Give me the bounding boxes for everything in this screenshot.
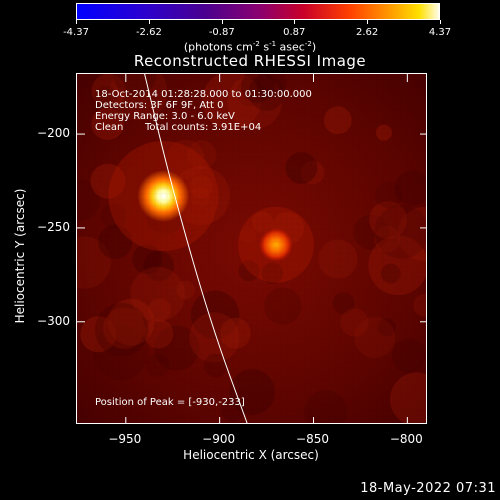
x-tick-label: −950 (108, 432, 142, 446)
axis-tick-marks (77, 74, 426, 423)
peak-position-text: Position of Peak = [-930,-233] (95, 397, 245, 408)
timestamp: 18-May-2022 07:31 (360, 481, 496, 496)
colorbar-tick-label: 4.37 (428, 27, 452, 38)
x-tick-label: −900 (202, 432, 236, 446)
y-tick-label: −250 (37, 219, 70, 234)
colorbar (76, 3, 440, 20)
y-axis-label: Heliocentric Y (arcsec) (13, 188, 27, 324)
solar-limb-line (144, 74, 248, 423)
colorbar-unit-label: (photons cm-2 s-1 asec-2) (183, 40, 317, 54)
colorbar-tick-label: -0.87 (208, 27, 235, 38)
time-range-text: 18-Oct-2014 01:28:28.000 to 01:30:00.000 (95, 89, 312, 100)
x-tick-label: −850 (296, 432, 329, 446)
colorbar-tick-label: 0.87 (283, 27, 306, 38)
y-tick-label: −200 (37, 126, 70, 141)
energy-range-text: Energy Range: 3.0 - 6.0 keV (95, 111, 235, 122)
colorbar-tick-label: -2.62 (135, 27, 162, 38)
colorbar-tick-label: 2.62 (355, 27, 379, 38)
plot-area: 18-Oct-2014 01:28:28.000 to 01:30:00.000… (76, 73, 427, 424)
colorbar-tick-mark (76, 20, 77, 24)
x-axis-label: Heliocentric X (arcsec) (183, 448, 319, 462)
x-tick-label: −800 (389, 432, 423, 446)
clean-text: Clean (95, 122, 124, 133)
y-tick-label: −300 (37, 313, 70, 328)
colorbar-tick-mark (440, 20, 441, 24)
colorbar-tick-label: -4.37 (63, 27, 89, 38)
colorbar-tick-mark (294, 20, 296, 24)
colorbar-tick-mark (221, 20, 223, 24)
colorbar-tick-mark (148, 20, 150, 24)
total-counts-text: Total counts: 3.91E+04 (145, 122, 262, 133)
detectors-text: Detectors: 3F 6F 9F, Att 0 (95, 100, 224, 111)
colorbar-tick-mark (367, 20, 369, 24)
chart-title: Reconstructed RHESSI Image (133, 52, 367, 70)
heatmap-image (77, 74, 426, 423)
